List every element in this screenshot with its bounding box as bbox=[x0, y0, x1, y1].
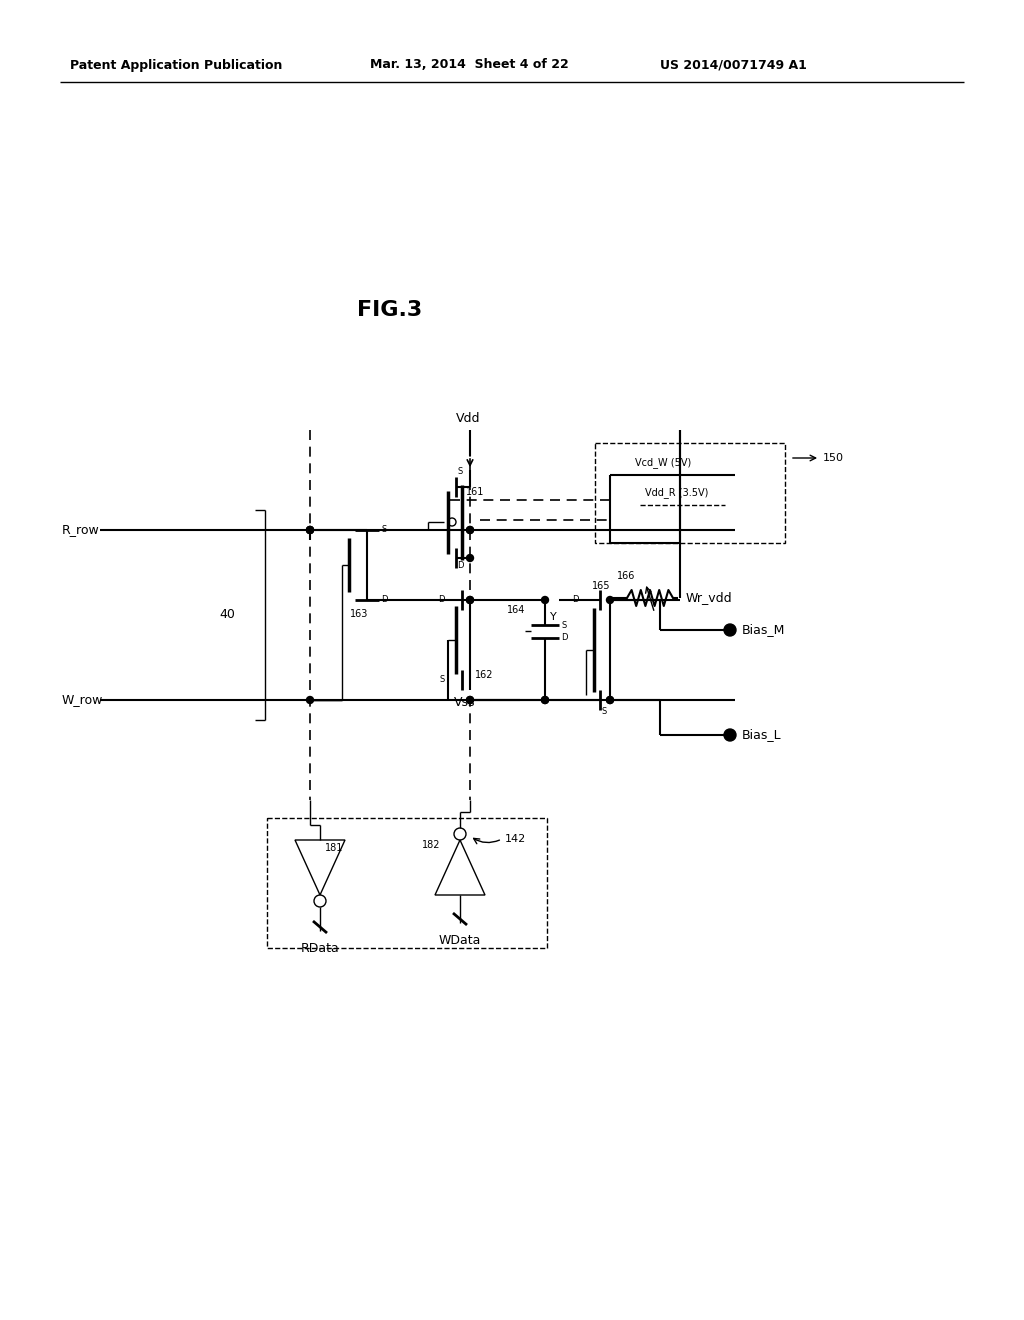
Circle shape bbox=[724, 624, 736, 636]
Text: US 2014/0071749 A1: US 2014/0071749 A1 bbox=[660, 58, 807, 71]
Circle shape bbox=[606, 697, 613, 704]
Circle shape bbox=[306, 527, 313, 533]
Text: D: D bbox=[572, 595, 579, 605]
Text: D: D bbox=[457, 561, 464, 570]
Text: Patent Application Publication: Patent Application Publication bbox=[70, 58, 283, 71]
Text: S: S bbox=[439, 676, 445, 685]
Text: RData: RData bbox=[301, 942, 339, 956]
Text: S: S bbox=[561, 620, 566, 630]
Text: Vdd_R (3.5V): Vdd_R (3.5V) bbox=[645, 487, 709, 499]
Circle shape bbox=[542, 597, 549, 603]
Text: 161: 161 bbox=[466, 487, 484, 498]
Text: Vdd: Vdd bbox=[456, 412, 480, 425]
Text: S: S bbox=[602, 708, 607, 717]
Circle shape bbox=[724, 729, 736, 741]
Circle shape bbox=[467, 554, 473, 561]
Text: S: S bbox=[381, 525, 386, 535]
Text: 165: 165 bbox=[592, 581, 610, 591]
Circle shape bbox=[467, 527, 473, 533]
Text: 162: 162 bbox=[475, 671, 494, 680]
Circle shape bbox=[467, 597, 473, 603]
Text: WData: WData bbox=[439, 935, 481, 948]
Circle shape bbox=[542, 697, 549, 704]
Circle shape bbox=[542, 697, 549, 704]
Text: S: S bbox=[457, 466, 462, 475]
Text: Wr_vdd: Wr_vdd bbox=[686, 591, 732, 605]
Circle shape bbox=[306, 527, 313, 533]
Text: D: D bbox=[381, 595, 387, 605]
Circle shape bbox=[467, 697, 473, 704]
Circle shape bbox=[606, 697, 613, 704]
Text: 163: 163 bbox=[350, 609, 369, 619]
Text: D: D bbox=[438, 595, 445, 605]
Text: 166: 166 bbox=[617, 572, 635, 581]
Text: 150: 150 bbox=[823, 453, 844, 463]
Circle shape bbox=[467, 527, 473, 533]
Text: Bias_L: Bias_L bbox=[742, 729, 781, 742]
Circle shape bbox=[306, 697, 313, 704]
Text: 182: 182 bbox=[422, 840, 440, 850]
Text: Y: Y bbox=[550, 612, 557, 622]
Circle shape bbox=[467, 697, 473, 704]
Circle shape bbox=[306, 527, 313, 533]
Text: FIG.3: FIG.3 bbox=[357, 300, 423, 319]
Text: 164: 164 bbox=[507, 605, 525, 615]
Text: Vss: Vss bbox=[455, 696, 476, 709]
Circle shape bbox=[467, 597, 473, 603]
Text: Bias_M: Bias_M bbox=[742, 623, 785, 636]
Text: 142: 142 bbox=[505, 834, 526, 843]
Text: W_row: W_row bbox=[62, 693, 103, 706]
Text: Mar. 13, 2014  Sheet 4 of 22: Mar. 13, 2014 Sheet 4 of 22 bbox=[370, 58, 568, 71]
Text: 40: 40 bbox=[219, 609, 234, 622]
Circle shape bbox=[606, 597, 613, 603]
Text: R_row: R_row bbox=[62, 524, 99, 536]
Text: Vcd_W (5V): Vcd_W (5V) bbox=[635, 458, 691, 469]
Text: D: D bbox=[561, 634, 567, 643]
Text: 181: 181 bbox=[325, 843, 343, 853]
